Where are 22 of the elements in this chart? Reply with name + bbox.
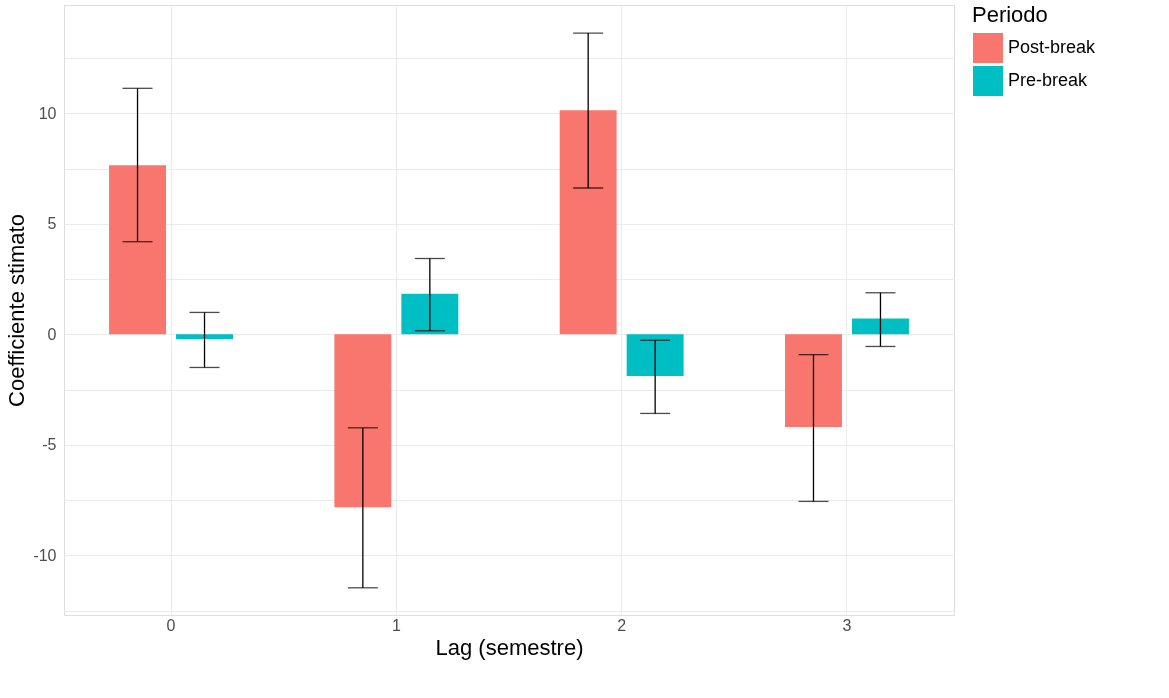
legend-title: Periodo xyxy=(972,2,1048,27)
bar xyxy=(401,293,459,335)
bar xyxy=(334,334,392,508)
y-tick-label: -5 xyxy=(42,436,57,454)
x-tick-label: 1 xyxy=(391,616,401,634)
y-tick-label: 0 xyxy=(47,325,57,343)
y-tick-label: -10 xyxy=(33,546,57,564)
y-axis-title: Coefficiente stimato xyxy=(4,214,30,407)
x-tick-label: 2 xyxy=(617,616,627,634)
legend-label: Post-break xyxy=(1008,37,1097,57)
bar xyxy=(785,334,842,427)
bar xyxy=(109,165,166,335)
bar xyxy=(852,318,909,335)
y-tick-label: 5 xyxy=(47,215,57,233)
x-tick-label: 0 xyxy=(166,616,176,634)
x-axis-title: Lag (semestre) xyxy=(435,634,584,660)
bar xyxy=(176,334,233,339)
bar xyxy=(559,110,617,335)
bar xyxy=(626,334,684,377)
x-tick-label: 3 xyxy=(842,616,852,634)
y-tick-label: 10 xyxy=(38,104,57,122)
legend-label: Pre-break xyxy=(1008,70,1089,90)
